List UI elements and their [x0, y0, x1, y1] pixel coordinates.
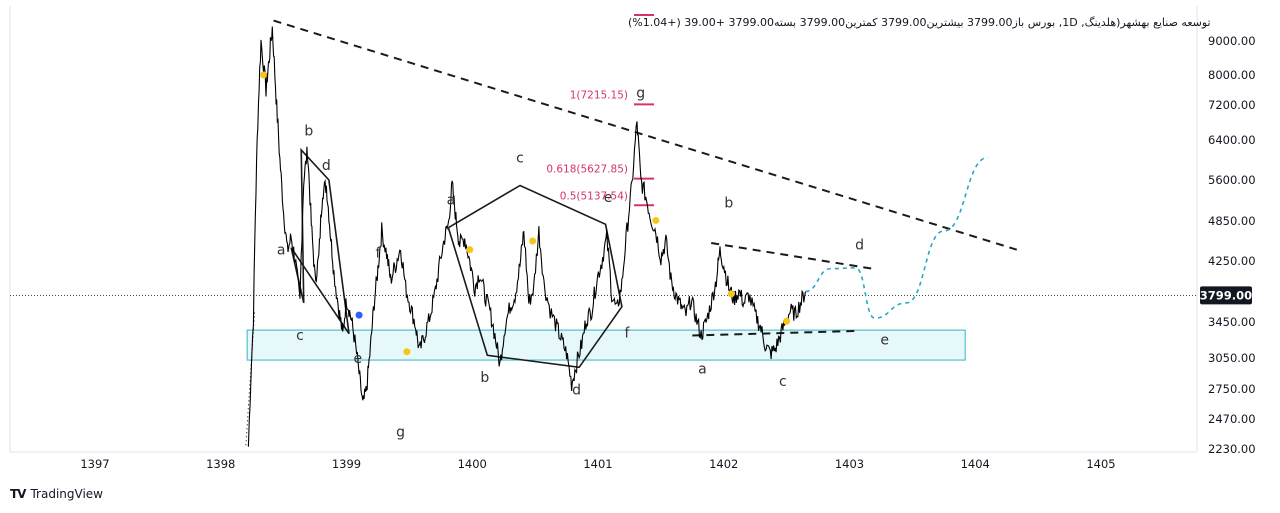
- wave-label: g: [396, 425, 405, 441]
- projected-path: [805, 156, 988, 319]
- upper-trendline: [273, 19, 1018, 251]
- wave-lines-left: [290, 147, 350, 335]
- y-tick-label: 9000.00: [1208, 34, 1256, 48]
- x-tick-label: 1403: [835, 457, 864, 471]
- signal-marker: [355, 311, 363, 319]
- fib-level-label: 0.5(5137.54): [560, 190, 628, 202]
- wave-lines-middle: [447, 184, 623, 369]
- wave-label: a: [698, 362, 707, 378]
- y-tick-label: 6400.00: [1208, 133, 1256, 147]
- wave-label: c: [296, 328, 304, 344]
- signal-marker: [727, 290, 735, 298]
- y-tick-label: 8000.00: [1208, 68, 1256, 82]
- y-tick-label: 7200.00: [1208, 98, 1256, 112]
- signal-marker: [783, 317, 791, 325]
- fib-level-label: 1(7215.15): [570, 89, 628, 101]
- wave-label: b: [480, 370, 489, 386]
- wave-label: d: [855, 238, 864, 254]
- signal-marker: [652, 216, 660, 224]
- symbol-header: توسعه صنایع بهشهر(هلدینگ, 1D, بورس باز37…: [628, 16, 1211, 29]
- tradingview-brand[interactable]: TV TradingView: [10, 487, 103, 501]
- wave-label: d: [572, 382, 581, 398]
- wave-label: e: [880, 333, 889, 349]
- tradingview-logo-icon: TV: [10, 487, 27, 501]
- y-tick-label: 2750.00: [1208, 382, 1256, 396]
- wave-label: a: [277, 242, 286, 258]
- y-tick-label: 2230.00: [1208, 442, 1256, 456]
- signal-marker: [260, 71, 268, 79]
- wedge-line-upper: [711, 242, 873, 270]
- wave-label: e: [354, 351, 363, 367]
- x-tick-label: 1398: [206, 457, 235, 471]
- wave-label: d: [322, 158, 331, 174]
- y-tick-label: 4250.00: [1208, 254, 1256, 268]
- wave-label: e: [604, 190, 613, 206]
- x-tick-label: 1404: [961, 457, 990, 471]
- x-tick-label: 1400: [458, 457, 487, 471]
- wave-label: b: [724, 195, 733, 211]
- price-dotted-segment: [245, 310, 256, 446]
- price-series-line: [247, 26, 807, 447]
- last-price-tag: [1200, 286, 1252, 305]
- signal-marker: [403, 348, 411, 356]
- signal-marker: [466, 246, 474, 254]
- x-tick-label: 1401: [583, 457, 612, 471]
- wave-label: g: [636, 86, 645, 102]
- wave-label: b: [304, 124, 313, 140]
- fib-level-label: 0.618(5627.85): [546, 164, 628, 176]
- wave-label: f: [375, 246, 381, 262]
- x-tick-label: 1397: [80, 457, 109, 471]
- y-tick-label: 2470.00: [1208, 412, 1256, 426]
- x-tick-label: 1405: [1086, 457, 1115, 471]
- wave-label: c: [779, 374, 787, 390]
- wave-label: c: [516, 151, 524, 167]
- support-zone: [246, 329, 966, 361]
- last-price-tag-label: 3799.00: [1200, 288, 1252, 302]
- signal-marker: [529, 237, 537, 245]
- x-tick-label: 1402: [709, 457, 738, 471]
- y-tick-label: 3450.00: [1208, 315, 1256, 329]
- y-tick-label: 4850.00: [1208, 214, 1256, 228]
- wave-label: f: [624, 325, 630, 341]
- y-tick-label: 5600.00: [1208, 173, 1256, 187]
- y-tick-label: 3050.00: [1208, 351, 1256, 365]
- x-tick-label: 1399: [332, 457, 361, 471]
- wave-label: a: [447, 193, 456, 209]
- tradingview-label: TradingView: [30, 487, 103, 501]
